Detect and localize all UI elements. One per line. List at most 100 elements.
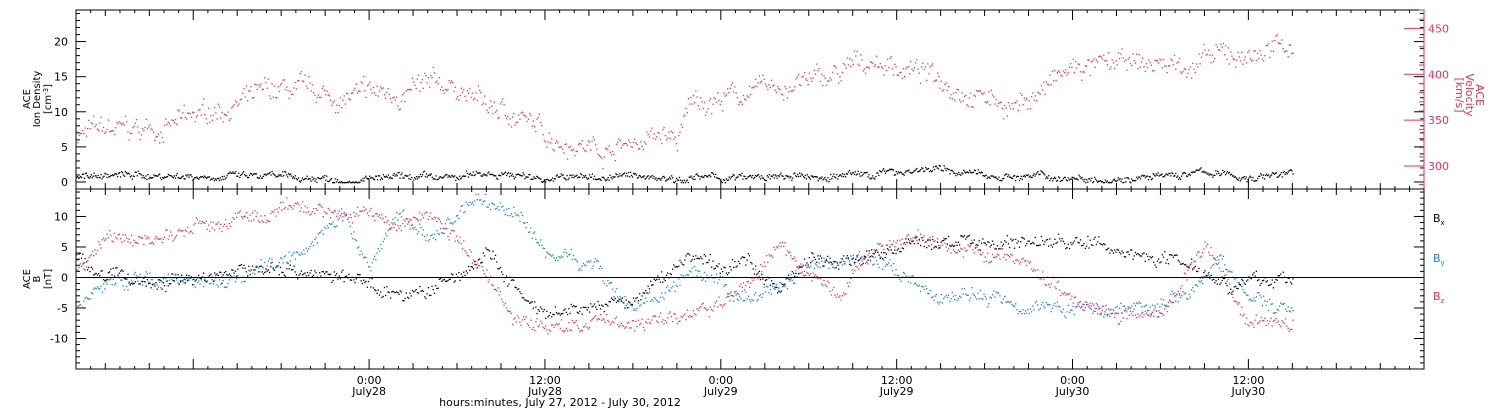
density-point xyxy=(84,173,87,175)
velocity-point xyxy=(1172,64,1174,66)
density-point xyxy=(708,174,710,177)
density-point xyxy=(1129,181,1131,183)
density-point xyxy=(428,174,430,176)
by-point xyxy=(286,261,288,263)
by-point xyxy=(481,203,483,205)
density-point xyxy=(1077,179,1079,181)
density-point xyxy=(399,177,401,179)
density-point xyxy=(790,176,792,178)
velocity-point xyxy=(394,99,396,101)
bx-point xyxy=(1111,250,1113,252)
bx-point xyxy=(1134,251,1137,254)
by-point xyxy=(829,261,831,263)
bz-point xyxy=(314,212,316,215)
bx-point xyxy=(1232,290,1234,292)
bx-point xyxy=(474,261,476,263)
by-point xyxy=(957,297,959,300)
density-point xyxy=(238,172,240,174)
by-point xyxy=(94,287,96,289)
density-point xyxy=(718,178,721,180)
density-point xyxy=(287,176,289,178)
by-point xyxy=(599,265,602,268)
bx-point xyxy=(680,261,682,264)
density-point xyxy=(567,179,569,181)
bx-point xyxy=(375,289,377,292)
bz-point xyxy=(172,240,174,242)
density-axis-unit: [cm-3] xyxy=(42,84,54,114)
density-point xyxy=(462,175,465,177)
density-point xyxy=(1205,171,1207,173)
density-point xyxy=(339,182,342,184)
bx-point xyxy=(298,274,300,276)
velocity-point xyxy=(183,104,185,106)
bx-point xyxy=(695,255,697,257)
bx-point xyxy=(1017,240,1019,242)
by-point xyxy=(1109,309,1111,311)
bx-point xyxy=(692,255,694,257)
bx-point xyxy=(78,253,80,255)
density-point xyxy=(702,176,704,179)
density-point xyxy=(327,180,329,183)
bx-point xyxy=(1118,251,1121,254)
density-point xyxy=(918,170,920,173)
bx-point xyxy=(748,255,751,257)
density-point xyxy=(420,175,423,178)
bottom-axis-ticks xyxy=(75,189,1411,369)
by-point xyxy=(678,278,680,280)
density-point xyxy=(969,169,971,172)
bx-point xyxy=(172,280,174,282)
bx-point xyxy=(733,266,735,269)
bx-point xyxy=(156,288,158,290)
bx-point xyxy=(276,265,278,267)
bz-point xyxy=(327,207,329,210)
density-point xyxy=(489,173,491,176)
bx-point xyxy=(663,278,665,280)
density-point xyxy=(778,175,780,178)
bz-point xyxy=(196,218,199,221)
velocity-point xyxy=(1031,96,1033,98)
density-point xyxy=(730,176,732,178)
by-point xyxy=(221,275,223,278)
bx-point xyxy=(1230,288,1232,290)
density-point xyxy=(705,174,707,177)
density-point xyxy=(854,171,856,173)
velocity-point xyxy=(1045,81,1047,83)
velocity-point xyxy=(218,106,221,108)
velocity-point xyxy=(1064,72,1066,74)
bz-point xyxy=(123,240,125,242)
bx-point xyxy=(758,270,760,272)
density-point xyxy=(418,176,421,178)
velocity-point xyxy=(1123,60,1126,63)
velocity-point xyxy=(635,142,637,144)
velocity-point xyxy=(138,131,140,133)
velocity-point xyxy=(466,90,469,92)
bx-point xyxy=(779,291,781,293)
density-point xyxy=(187,174,189,176)
density-point xyxy=(183,178,185,180)
by-point xyxy=(200,279,202,281)
density-point xyxy=(834,176,836,178)
bx-point xyxy=(218,271,221,273)
by-point xyxy=(310,243,312,245)
bx-point xyxy=(426,293,428,295)
by-point xyxy=(409,228,411,230)
density-point xyxy=(903,174,905,176)
density-point xyxy=(896,173,898,175)
bx-point xyxy=(593,303,596,305)
by-point xyxy=(1038,309,1040,311)
bx-point xyxy=(684,259,686,261)
velocity-point xyxy=(744,98,746,100)
velocity-point xyxy=(576,151,578,153)
by-point xyxy=(965,293,967,295)
bx-point xyxy=(446,280,448,282)
by-point xyxy=(840,257,842,260)
velocity-point xyxy=(123,124,125,126)
bx-point xyxy=(553,314,555,316)
velocity-point xyxy=(696,96,698,98)
velocity-point xyxy=(534,125,536,128)
density-point xyxy=(372,177,374,179)
velocity-point xyxy=(405,90,407,92)
density-point xyxy=(825,179,827,181)
velocity-point xyxy=(778,88,780,90)
density-point xyxy=(882,169,884,171)
